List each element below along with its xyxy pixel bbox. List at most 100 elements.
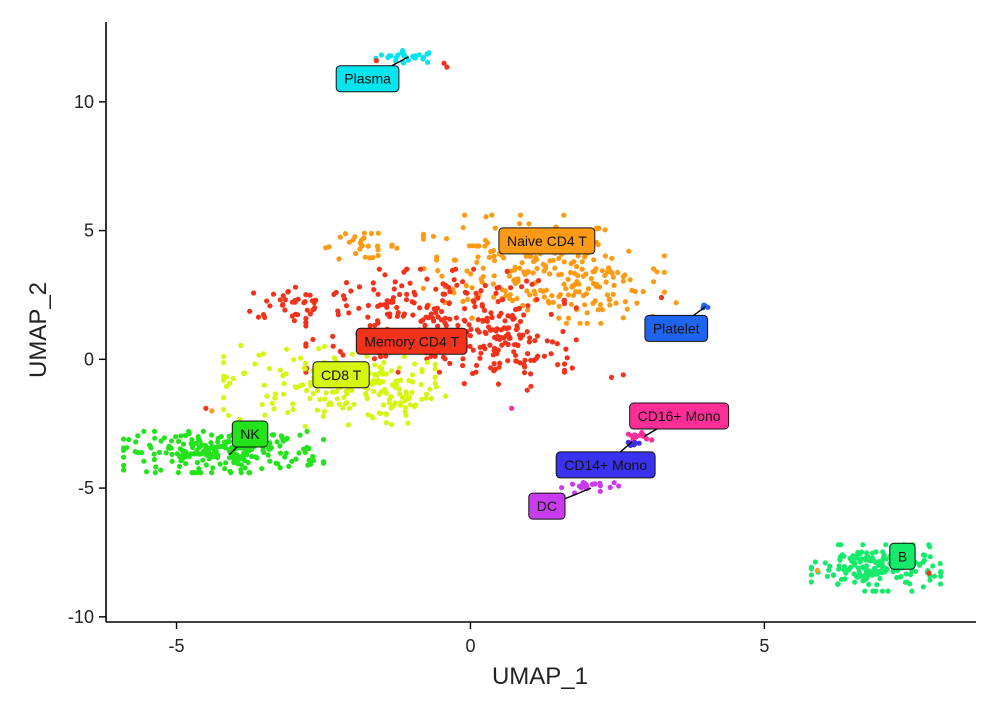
data-point [447,289,453,295]
data-point [393,55,399,61]
data-point [163,450,169,456]
data-point [230,376,236,382]
data-point [460,279,466,285]
data-point [576,281,582,287]
data-point [267,458,273,464]
data-point [610,291,616,297]
data-point [521,370,528,376]
data-point [814,567,820,574]
data-point [468,326,474,332]
data-point [873,588,879,594]
data-point [197,438,203,444]
data-point [812,559,818,565]
data-point [547,258,553,264]
data-point [385,54,391,61]
data-point [303,343,309,349]
data-point [937,560,943,567]
data-point [400,48,406,54]
cluster-dc [559,480,622,496]
data-point [346,310,352,316]
data-point [455,322,461,328]
data-point [565,315,572,321]
data-point [545,298,551,304]
data-point [356,305,362,311]
data-point [277,465,283,471]
cluster-plasma [373,48,432,66]
data-point [121,462,127,468]
data-point [272,391,278,397]
data-point [424,276,430,282]
data-point [282,307,288,313]
data-point [307,311,313,317]
data-point [260,351,267,357]
data-point [574,263,580,270]
data-point [229,454,236,460]
data-point [343,303,350,309]
data-point [864,550,870,556]
data-point [509,297,516,304]
data-point [182,433,189,439]
data-point [540,261,546,267]
cluster-label-cd16-mono: CD16+ Mono [629,402,730,430]
data-point [364,353,370,359]
data-point [203,405,209,411]
data-point [492,366,498,372]
data-point [389,368,395,374]
data-point [424,359,430,365]
data-point [298,355,304,361]
data-point [397,291,403,298]
data-point [292,311,298,317]
data-point [661,269,668,275]
data-point [409,372,416,378]
data-point [865,554,871,560]
data-point [344,391,350,397]
data-point [631,442,637,448]
data-point [535,353,541,359]
data-point [528,253,534,260]
data-point [183,461,189,467]
data-point [361,230,367,236]
data-point [302,423,308,429]
data-point [880,549,886,555]
data-point [176,463,183,470]
data-point [471,266,477,272]
data-point [478,288,484,294]
data-point [442,315,448,321]
data-point [507,292,513,298]
data-point [196,466,202,472]
data-point [488,310,494,316]
data-point [854,573,860,580]
data-point [289,299,296,305]
data-point [375,230,381,236]
data-point [401,354,407,360]
data-point [409,299,415,305]
data-point [266,445,272,451]
data-point [371,356,378,362]
data-point [284,346,290,352]
data-point [396,386,402,392]
data-point [340,293,347,299]
data-point [463,283,469,289]
data-point [603,279,609,285]
data-point [480,265,486,271]
data-point [511,349,517,355]
data-point [938,570,944,576]
data-point [508,285,514,291]
data-point [519,260,525,266]
data-point [533,254,539,261]
data-point [189,437,195,443]
data-point [487,342,493,348]
data-point [161,435,167,441]
data-point [372,372,378,378]
data-point [388,394,394,400]
data-point [307,395,313,401]
data-point [356,284,363,290]
data-point [640,433,646,439]
cluster-label-b: B [889,542,916,570]
data-point [372,362,378,368]
data-point [460,225,466,231]
data-point [438,317,444,323]
data-point [654,269,660,275]
data-point [436,369,442,375]
data-point [291,318,297,324]
